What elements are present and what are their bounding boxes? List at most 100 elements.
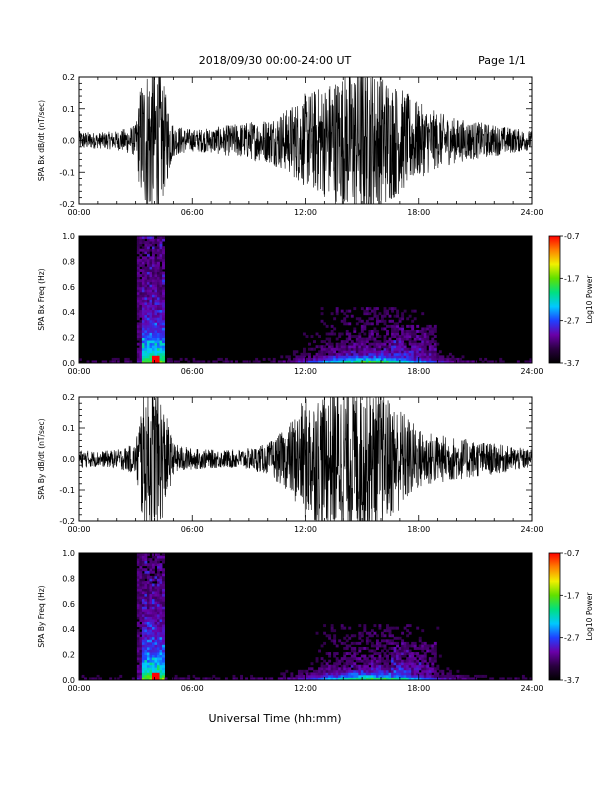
spectrogram-cell — [154, 593, 158, 597]
spectrogram-cell — [408, 667, 412, 671]
spectrogram-cell — [177, 677, 181, 680]
spectrogram-cell — [308, 357, 311, 361]
spectrogram-cell — [157, 317, 160, 321]
spectrogram-cell — [325, 337, 329, 341]
spectrogram-cell — [438, 669, 442, 673]
spectrogram-cell — [141, 573, 145, 577]
spectrogram-cell — [358, 641, 362, 645]
spectrogram-cell — [368, 337, 372, 341]
spectrogram-cell — [340, 347, 344, 351]
spectrogram-cell — [151, 355, 155, 359]
spectrogram-cell — [136, 575, 140, 579]
spectrogram-cell — [416, 672, 420, 676]
spectrogram-cell — [335, 669, 339, 673]
spectrogram-cell — [383, 340, 387, 344]
spectrogram-cell — [499, 360, 503, 363]
spectrogram-cell — [358, 674, 362, 678]
spectrogram-cell — [320, 644, 324, 648]
spectrogram-cell — [343, 646, 347, 650]
spectrogram-cell — [136, 291, 140, 295]
spectrogram-cell — [375, 352, 379, 356]
spectrogram-cell — [353, 327, 357, 331]
spectrogram-cell — [139, 291, 143, 295]
spectrogram-cell — [151, 588, 155, 592]
spectrogram-cell — [408, 659, 412, 663]
spectrogram-cell — [373, 360, 377, 363]
spectrogram-cell — [436, 667, 440, 671]
spectrogram-cell — [451, 677, 455, 680]
spectrogram-cell — [396, 674, 400, 678]
spectrogram-cell — [378, 667, 382, 671]
spectrogram-cell — [413, 342, 417, 346]
spectrogram-cell — [448, 672, 452, 676]
spectrogram-cell — [141, 641, 145, 645]
spectrogram-cell — [451, 674, 455, 678]
spectrogram-cell — [144, 291, 148, 295]
spectrogram-cell — [433, 350, 437, 354]
spectrogram-cell — [418, 342, 422, 346]
spectrogram-cell — [386, 332, 389, 336]
spectrogram-cell — [151, 279, 155, 283]
spectrogram-cell — [162, 606, 165, 610]
spectrogram-cell — [396, 652, 400, 655]
spectrogram-cell — [139, 352, 143, 356]
spectrogram-cell — [141, 674, 145, 678]
spectrogram-cell — [431, 337, 435, 341]
spectrogram-cell — [446, 674, 450, 678]
spectrogram-cell — [431, 360, 435, 363]
spectrogram-cell — [151, 347, 155, 351]
spectrogram-cell — [320, 355, 324, 359]
spectrogram-cell — [411, 309, 415, 313]
spectrogram-cell — [350, 672, 354, 676]
spectrogram-cell — [159, 350, 163, 354]
spectrogram-cell — [162, 274, 165, 278]
spectrogram-cell — [426, 350, 430, 354]
spectrogram-cell — [141, 558, 145, 562]
spectrogram-cell — [154, 619, 158, 622]
spectrogram-cell — [365, 357, 369, 361]
spectrogram-cell — [426, 327, 430, 331]
spectrogram-cell — [509, 677, 513, 680]
spectrogram-cell — [295, 360, 299, 363]
spectrogram-cell — [320, 674, 324, 678]
spectrogram-cell — [144, 327, 148, 331]
spectrogram-cell — [149, 337, 153, 341]
spectrogram-cell — [481, 360, 485, 363]
spectrogram-cell — [345, 340, 349, 344]
spectrogram-cell — [139, 296, 143, 300]
spectrogram-cell — [149, 657, 153, 661]
spectrogram-cell — [441, 669, 445, 673]
spectrogram-cell — [141, 340, 145, 344]
spectrogram-cell — [157, 646, 160, 650]
spectrogram-cell — [418, 350, 422, 354]
spectrogram-cell — [348, 659, 352, 663]
spectrogram-cell — [413, 309, 417, 313]
spectrogram-cell — [320, 664, 324, 668]
spectrogram-cell — [403, 350, 407, 354]
spectrogram-cell — [151, 314, 155, 318]
spectrogram-cell — [139, 319, 143, 323]
spectrogram-cell — [333, 669, 337, 673]
spectrogram-cell — [428, 659, 432, 663]
spectrogram-cell — [373, 329, 377, 333]
spectrogram-cell — [383, 639, 387, 643]
signal-trace — [79, 397, 532, 521]
spectrogram-cell — [315, 360, 319, 363]
spectrogram-cell — [141, 337, 145, 341]
spectrogram-cell — [368, 307, 372, 311]
spectrogram-cell — [149, 674, 153, 678]
spectrogram-cell — [416, 324, 420, 328]
spectrogram-cell — [340, 641, 344, 645]
spectrogram-cell — [378, 360, 382, 363]
spectrogram-cell — [162, 266, 165, 270]
spectrogram-cell — [157, 284, 160, 288]
spectrogram-cell — [375, 657, 379, 661]
spectrogram-cell — [154, 238, 158, 242]
spectrogram-cell — [436, 672, 440, 676]
spectrogram-cell — [396, 342, 400, 346]
spectrogram-cell — [162, 357, 165, 361]
spectrogram-cell — [141, 606, 145, 610]
spectrogram-cell — [159, 626, 163, 630]
x-tick-label: 12:00 — [294, 684, 317, 693]
